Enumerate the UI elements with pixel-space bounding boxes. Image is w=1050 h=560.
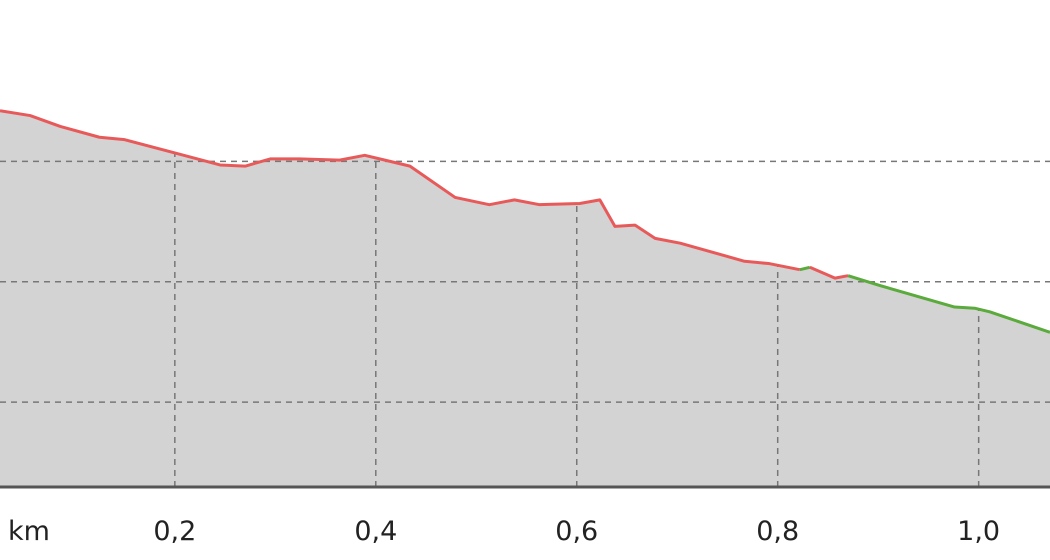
x-tick-label: 0,6	[555, 516, 598, 547]
x-tick-label: 0,8	[756, 516, 799, 547]
x-axis-unit-label: km	[8, 516, 50, 547]
elevation-line-segment	[0, 109, 801, 272]
x-tick-label: 0,4	[354, 516, 397, 547]
elevation-line-segment	[799, 265, 811, 272]
elevation-lines	[0, 109, 1050, 334]
elevation-line-segment	[847, 274, 1050, 334]
elevation-area	[0, 110, 1050, 488]
x-tick-labels: 0,2 0,4 0,6 0,8 1,0	[153, 516, 1000, 547]
elevation-line-segment	[809, 265, 849, 280]
x-tick-label: 0,2	[153, 516, 196, 547]
x-tick-label: 1,0	[957, 516, 1000, 547]
gridlines	[0, 152, 1050, 487]
